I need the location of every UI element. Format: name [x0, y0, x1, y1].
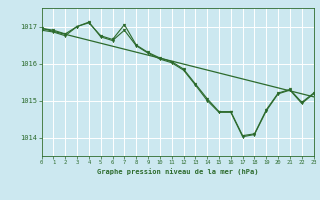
- X-axis label: Graphe pression niveau de la mer (hPa): Graphe pression niveau de la mer (hPa): [97, 168, 258, 175]
